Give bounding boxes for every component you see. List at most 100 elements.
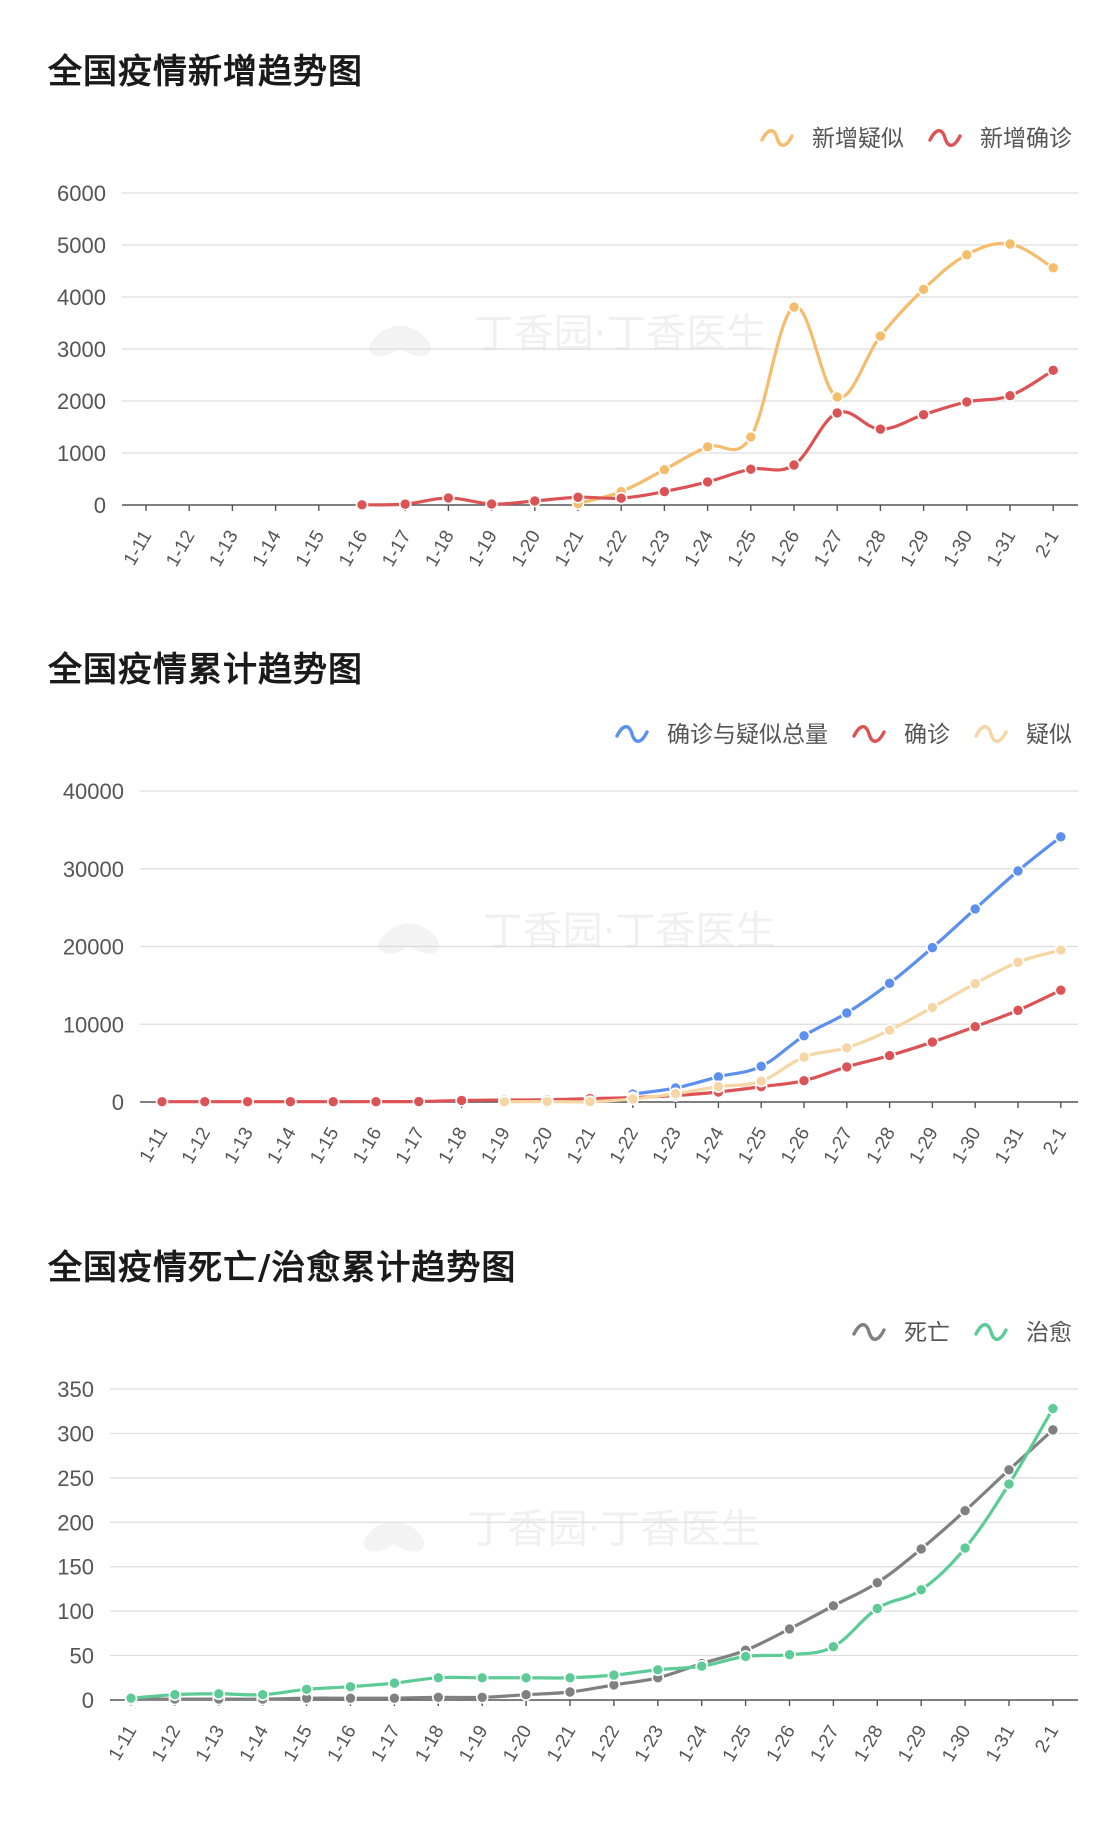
x-tick-label: 1-15	[306, 1124, 343, 1167]
y-tick-label: 3000	[57, 337, 106, 362]
x-tick-label: 1-14	[264, 1124, 301, 1168]
chart-title: 全国疫情累计趋势图	[48, 650, 363, 690]
x-tick-label: 1-14	[236, 1722, 273, 1766]
x-tick-label: 1-31	[991, 1124, 1028, 1167]
x-tick-label: 1-20	[508, 527, 545, 570]
x-tick-label: 1-22	[587, 1722, 624, 1765]
data-point	[926, 1035, 939, 1049]
y-tick-label: 300	[57, 1421, 94, 1446]
data-point	[442, 491, 455, 505]
x-tick-label: 1-31	[982, 1722, 1019, 1765]
data-point	[840, 1060, 854, 1074]
chart-title: 全国疫情新增趋势图	[48, 52, 363, 92]
data-point	[519, 1688, 533, 1701]
data-point	[797, 1029, 811, 1043]
data-point	[475, 1671, 489, 1685]
legend-label: 死亡	[904, 1320, 950, 1346]
watermark-logo	[369, 325, 431, 357]
data-point	[960, 395, 974, 409]
chart-panel-death-recovery: 全国疫情死亡/治愈累计趋势图	[0, 1200, 1120, 1824]
data-point	[870, 1576, 884, 1590]
x-tick-label: 1-21	[563, 1124, 600, 1167]
data-point	[917, 408, 930, 421]
x-tick-label: 1-27	[807, 1722, 844, 1765]
x-tick-label: 1-12	[178, 1124, 215, 1167]
x-tick-label: 1-22	[594, 527, 631, 570]
legend-symbol-icon	[974, 725, 1008, 743]
x-tick-label: 1-28	[854, 527, 891, 570]
legend-symbol-icon	[760, 129, 794, 147]
data-point	[744, 430, 758, 444]
watermark-text: 丁香园·丁香医生	[483, 909, 776, 955]
x-tick-label: 1-26	[767, 527, 804, 570]
data-point	[754, 1074, 768, 1088]
x-tick-label: 1-28	[863, 1124, 900, 1167]
y-tick-label: 20000	[63, 935, 124, 960]
x-tick-label: 1-27	[820, 1124, 857, 1167]
data-point	[1054, 943, 1068, 957]
x-tick-label: 1-27	[810, 527, 847, 570]
data-point	[651, 1663, 665, 1677]
data-point	[917, 283, 930, 296]
data-point	[1054, 830, 1068, 844]
x-tick-label: 1-23	[649, 1124, 686, 1167]
data-point	[787, 300, 801, 314]
x-tick-label: 1-24	[692, 1124, 729, 1168]
data-point	[1046, 1402, 1060, 1415]
x-tick-label: 1-28	[850, 1722, 887, 1765]
data-point	[168, 1688, 182, 1701]
data-point	[926, 1001, 939, 1014]
x-tick-label: 1-23	[638, 527, 675, 570]
x-tick-label: 1-26	[777, 1124, 814, 1167]
data-point	[870, 1602, 884, 1615]
x-tick-label: 1-30	[948, 1124, 985, 1167]
data-point	[475, 1691, 489, 1704]
data-point	[1002, 1477, 1016, 1491]
data-point	[241, 1095, 254, 1108]
data-point	[398, 497, 412, 511]
data-point	[300, 1683, 313, 1696]
data-point	[355, 498, 369, 512]
x-tick-label: 1-19	[455, 1722, 492, 1765]
data-point	[712, 1080, 725, 1094]
data-point	[840, 1041, 854, 1055]
watermark-text: 丁香园·丁香医生	[474, 311, 767, 357]
data-point	[344, 1691, 357, 1705]
data-point	[883, 1049, 896, 1062]
x-tick-label: 1-24	[681, 527, 718, 571]
data-point	[1011, 864, 1025, 878]
data-point	[830, 390, 844, 404]
x-tick-label: 1-19	[478, 1124, 515, 1167]
data-point	[1046, 261, 1060, 275]
data-point	[1011, 955, 1025, 969]
data-point	[326, 1095, 340, 1108]
x-tick-label: 1-20	[499, 1722, 536, 1765]
data-point	[783, 1648, 796, 1661]
x-tick-label: 1-29	[897, 527, 934, 570]
y-tick-label: 250	[57, 1466, 94, 1491]
data-point	[571, 490, 585, 504]
series-line	[632, 835, 1062, 1096]
data-point	[874, 329, 887, 343]
legend-label: 疑似	[1026, 722, 1072, 748]
y-tick-label: 0	[94, 493, 106, 518]
y-tick-label: 50	[70, 1644, 94, 1669]
data-point	[369, 1095, 383, 1108]
y-tick-label: 40000	[63, 779, 124, 804]
y-tick-label: 200	[57, 1510, 94, 1535]
y-tick-label: 0	[112, 1090, 124, 1115]
x-tick-label: 1-13	[221, 1124, 258, 1167]
data-point	[787, 458, 801, 472]
data-point	[607, 1668, 621, 1682]
data-point	[412, 1095, 426, 1108]
y-tick-label: 150	[57, 1555, 94, 1580]
data-point	[883, 977, 896, 990]
x-tick-label: 1-18	[422, 527, 459, 570]
data-point	[284, 1095, 297, 1108]
data-point	[960, 248, 974, 262]
y-tick-label: 350	[57, 1377, 94, 1402]
data-point	[388, 1691, 401, 1705]
legend-label: 新增确诊	[980, 126, 1072, 152]
